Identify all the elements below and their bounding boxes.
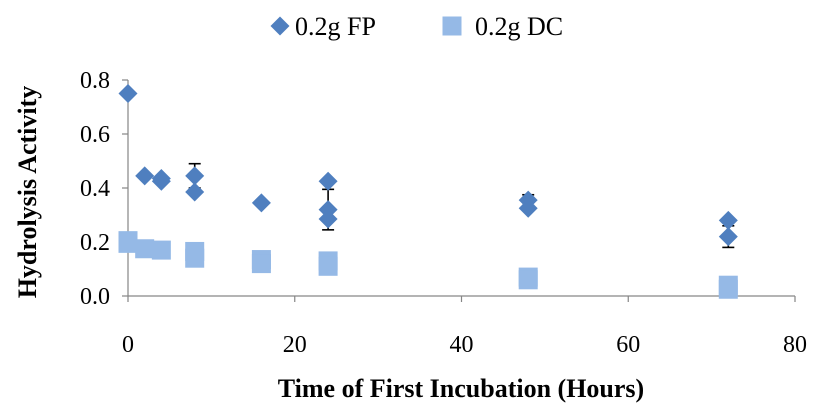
legend-label: 0.2g DC <box>475 12 563 41</box>
fp-data-point <box>185 182 205 202</box>
y-tick-label: 0.6 <box>80 122 110 148</box>
dc-data-point <box>185 248 205 268</box>
legend: 0.2g FP 0.2g DC <box>270 12 563 41</box>
dc-data-point <box>718 279 738 299</box>
fp-data-point <box>518 198 538 218</box>
x-tick-label: 20 <box>283 332 307 358</box>
fp-data-point <box>185 166 205 186</box>
x-tick-label: 60 <box>616 332 640 358</box>
fp-data-point <box>318 171 338 191</box>
dc-data-point <box>135 239 155 259</box>
dc-data-point <box>118 233 138 253</box>
x-tick-label: 0 <box>122 332 134 358</box>
error-bars <box>188 162 735 249</box>
data-points <box>118 84 738 299</box>
x-axis-title: Time of First Incubation (Hours) <box>278 374 644 403</box>
fp-data-point <box>718 210 738 230</box>
x-tick-label: 80 <box>783 332 807 358</box>
y-tick-label: 0.4 <box>80 176 110 202</box>
legend-marker <box>442 16 462 36</box>
fp-data-point <box>318 209 338 229</box>
legend-marker <box>270 16 290 36</box>
dc-data-point <box>151 240 171 260</box>
fp-data-point <box>718 227 738 247</box>
x-tick-label: 40 <box>450 332 474 358</box>
dc-data-point <box>318 256 338 276</box>
fp-data-point <box>118 84 138 103</box>
y-tick-label: 0.2 <box>80 230 110 256</box>
y-tick-label: 0.8 <box>80 68 110 94</box>
fp-data-point <box>151 171 171 191</box>
axes: 0.0 0.2 0.4 0.6 0.8 0 20 40 60 80 <box>80 68 807 358</box>
y-axis-title: Hydrolysis Activity <box>13 86 42 299</box>
fp-data-point <box>251 193 271 213</box>
dc-data-point <box>518 270 538 290</box>
dc-data-point <box>251 254 271 274</box>
y-tick-label: 0.0 <box>80 284 110 310</box>
legend-label: 0.2g FP <box>295 12 376 41</box>
fp-data-point <box>135 166 155 186</box>
